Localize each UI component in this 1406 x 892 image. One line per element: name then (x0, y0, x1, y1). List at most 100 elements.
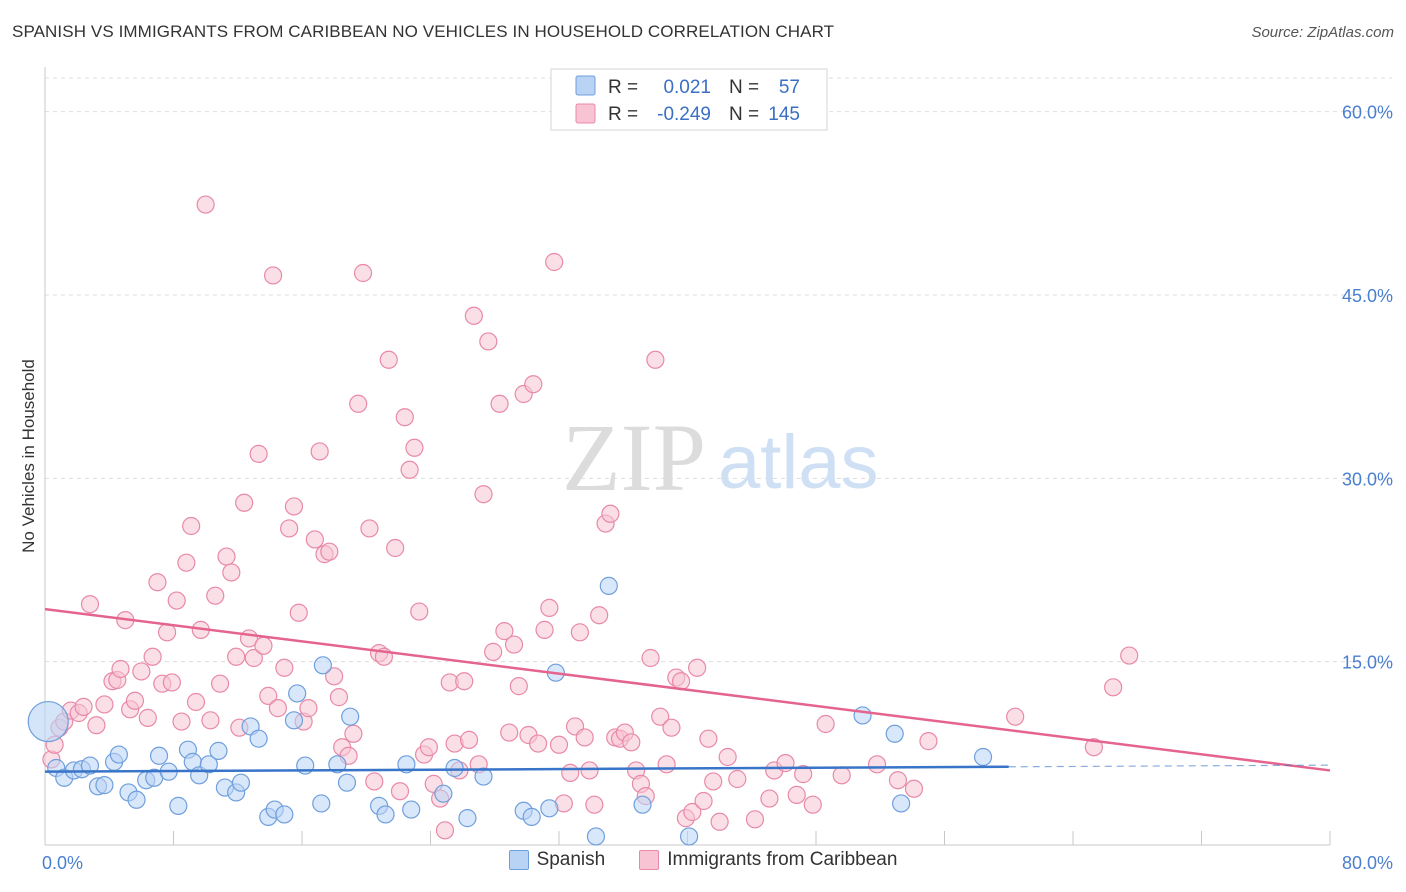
spanish-point-36 (337, 773, 357, 792)
carib-point-45 (275, 658, 294, 677)
legend-spanish-swatch (575, 75, 596, 96)
spanish-point-31 (288, 684, 307, 703)
y-tick-label-0: 15.0% (1342, 653, 1393, 673)
spanish-point-39 (376, 805, 395, 824)
x-tick-label-1: 80.0% (1342, 853, 1393, 873)
carib-point-17 (138, 708, 157, 727)
carib-point-12 (111, 659, 130, 679)
carib-point-61 (353, 263, 373, 283)
carib-point-54 (320, 542, 339, 561)
legend-carib-n-label: N = (729, 104, 759, 125)
spanish-point-42 (434, 784, 453, 803)
legend-spanish-swatch-bottom (508, 850, 529, 870)
carib-point-46 (280, 519, 299, 538)
spanish-point-47 (522, 807, 541, 826)
spanish-point-43 (445, 758, 464, 778)
carib-point-119 (646, 350, 665, 369)
carib-point-126 (683, 802, 702, 822)
carib-point-108 (590, 606, 609, 625)
spanish-point-11 (127, 790, 146, 809)
spanish-point-34 (313, 656, 332, 675)
carib-point-86 (479, 332, 498, 351)
carib-point-69 (395, 408, 414, 427)
spanish-point-56 (892, 794, 911, 813)
carib-point-22 (162, 673, 181, 692)
carib-point-128 (694, 791, 713, 811)
y-tick-label-1: 30.0% (1342, 469, 1393, 489)
legend-spanish-label: Spanish (536, 849, 606, 870)
carib-point-77 (435, 821, 455, 840)
carib-point-98 (540, 598, 559, 617)
carib-point-68 (390, 782, 410, 801)
carib-point-52 (310, 442, 329, 461)
carib-point-16 (132, 662, 151, 681)
stats-legend: R = 0.021 N = 57 R = -0.249 N = 145 (550, 68, 828, 131)
carib-point-121 (657, 755, 676, 774)
carib-point-129 (699, 729, 718, 748)
grid-lines (45, 77, 1392, 663)
carib-point-88 (490, 394, 509, 413)
spanish-point-35 (328, 755, 347, 774)
carib-point-107 (585, 795, 604, 814)
spanish-point-50 (586, 827, 606, 846)
carib-point-40 (249, 444, 268, 463)
carib-point-133 (728, 769, 747, 789)
legend-spanish-n-label: N = (729, 77, 759, 98)
watermark: ZIP atlas (562, 404, 879, 511)
legend-item-spanish: Spanish (508, 849, 606, 871)
legend-spanish-r-label: R = (608, 77, 638, 98)
carib-point-30 (201, 711, 220, 730)
spanish-point-57 (973, 747, 993, 767)
carib-point-105 (575, 728, 594, 747)
carib-point-97 (535, 620, 554, 639)
spanish-point-0 (27, 700, 69, 743)
carib-point-114 (622, 733, 641, 752)
tick-labels: 15.0% 30.0% 45.0% 60.0% 0.0% 80.0% (42, 103, 1393, 873)
carib-point-39 (244, 648, 263, 668)
carib-point-55 (325, 667, 344, 686)
carib-point-85 (474, 485, 493, 504)
carib-point-142 (832, 766, 851, 785)
carib-point-120 (651, 707, 670, 726)
carib-point-92 (509, 677, 528, 696)
source-credit: Source: ZipAtlas.com (1251, 24, 1394, 41)
carib-point-100 (549, 735, 569, 754)
carib-point-60 (349, 394, 368, 413)
spanish-point-37 (341, 707, 360, 726)
carib-point-34 (222, 563, 241, 582)
trend-lines (44, 607, 1331, 773)
carib-point-47 (284, 497, 304, 516)
carib-point-32 (210, 674, 230, 693)
watermark-atlas: atlas (718, 420, 879, 505)
chart-title: SPANISH VS IMMIGRANTS FROM CARIBBEAN NO … (12, 22, 835, 41)
legend-carib-n-value: 145 (768, 104, 800, 125)
spanish-point-44 (458, 809, 477, 828)
carib-point-23 (167, 591, 186, 610)
spanish-point-24 (231, 773, 251, 792)
carib-point-127 (688, 658, 707, 677)
carib-trend-line (44, 607, 1331, 772)
carib-point-33 (217, 547, 236, 566)
spanish-point-55 (885, 724, 904, 743)
legend-carib-label: Immigrants from Caribbean (667, 849, 898, 870)
spanish-point-26 (249, 729, 268, 748)
spanish-point-5 (80, 756, 100, 775)
spanish-point-51 (599, 576, 618, 595)
carib-point-102 (561, 763, 580, 782)
carib-point-140 (803, 795, 822, 814)
carib-point-8 (87, 716, 106, 735)
carib-point-139 (794, 765, 813, 784)
spanish-point-16 (169, 796, 188, 815)
carib-point-70 (400, 460, 419, 479)
spanish-point-20 (199, 755, 218, 774)
carib-point-15 (125, 691, 145, 710)
carib-point-91 (504, 635, 524, 654)
carib-point-138 (787, 785, 806, 804)
x-tick-label-0: 0.0% (42, 853, 83, 873)
spanish-trend-line (44, 765, 1009, 773)
carib-point-83 (464, 306, 483, 325)
carib-point-141 (816, 714, 835, 734)
y-axis-label: No Vehicles in Household (19, 359, 38, 553)
carib-point-148 (1084, 738, 1103, 757)
carib-point-9 (95, 695, 114, 714)
